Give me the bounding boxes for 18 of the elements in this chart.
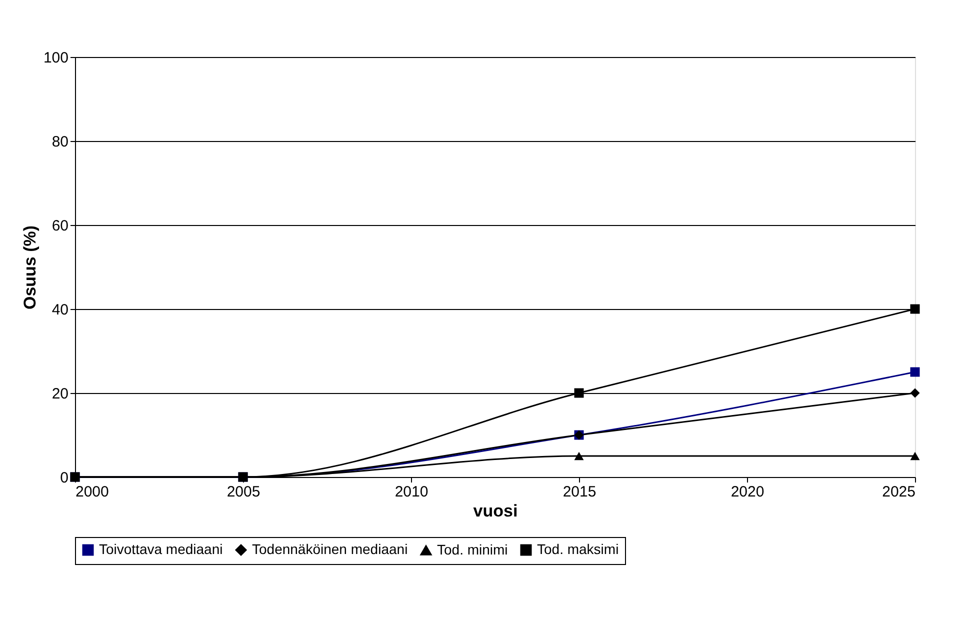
y-tick-label: 100 <box>43 50 68 66</box>
x-axis-title: vuosi <box>473 502 518 520</box>
x-tick-label: 2020 <box>730 484 764 500</box>
x-tick-label: 2015 <box>562 484 596 500</box>
legend-label: Toivottava mediaani <box>99 541 223 557</box>
legend-label: Tod. minimi <box>437 541 508 558</box>
y-tick-label: 20 <box>52 386 68 402</box>
legend-label: Tod. maksimi <box>537 541 619 557</box>
x-tick-label: 2005 <box>226 484 260 500</box>
y-tick-label: 60 <box>52 218 68 234</box>
y-tick-label: 80 <box>52 134 68 150</box>
legend-label: Todennäköinen mediaani <box>252 541 408 557</box>
x-tick-label: 2000 <box>76 484 109 500</box>
y-axis-title: Osuus (%) <box>20 225 40 310</box>
x-tick-label: 2010 <box>394 484 428 500</box>
y-tick-label: 40 <box>52 302 68 318</box>
x-tick-label: 2025 <box>882 484 916 500</box>
y-tick-label: 0 <box>60 470 68 486</box>
